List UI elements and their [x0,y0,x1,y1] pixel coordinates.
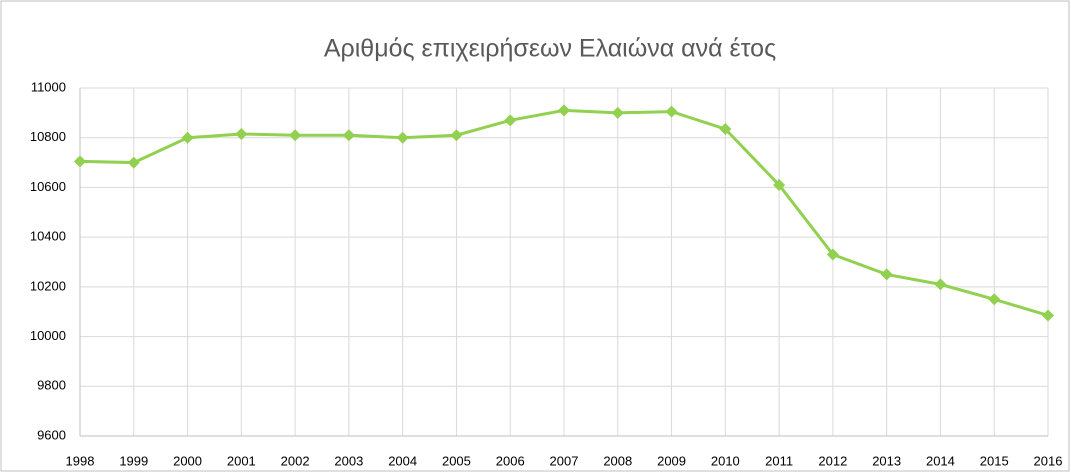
data-point [719,123,732,136]
x-tick-label: 2000 [173,453,202,468]
x-tick-label: 2005 [442,453,471,468]
x-tick-label: 2015 [980,453,1009,468]
x-tick-label: 2001 [227,453,256,468]
data-point [611,106,624,119]
data-point [880,268,893,281]
chart-title: Αριθμός επιχειρήσεων Ελαιώνα ανά έτος [324,35,776,63]
x-tick-label: 2016 [1034,453,1063,468]
data-point [558,104,570,117]
y-tick-label: 10200 [30,278,66,293]
x-tick-label: 2011 [765,453,793,468]
x-tick-label: 2007 [550,453,579,468]
data-point [988,293,1001,306]
data-point [235,127,248,140]
y-tick-label: 10800 [30,129,66,144]
x-tick-label: 1998 [66,453,95,468]
y-tick-label: 10000 [30,328,66,343]
x-tick-label: 2013 [872,453,901,468]
data-point [74,155,86,168]
data-point [1042,309,1054,322]
x-tick-label: 2003 [334,453,363,468]
x-tick-label: 2002 [281,453,310,468]
x-tick-label: 2012 [818,453,847,468]
data-point [450,129,463,142]
x-tick-label: 1999 [119,453,148,468]
y-tick-label: 10400 [30,229,66,244]
y-tick-label: 10600 [30,179,66,194]
x-tick-label: 2006 [496,453,525,468]
y-tick-label: 9600 [37,427,66,442]
x-tick-label: 2010 [711,453,740,468]
data-point [181,131,194,144]
x-tick-label: 2004 [388,453,417,468]
x-tick-label: 2009 [657,453,686,468]
data-point [342,129,355,142]
data-point [127,156,140,169]
x-tick-label: 2014 [926,453,955,468]
data-point [826,248,839,261]
x-tick-label: 2008 [603,453,632,468]
data-point [289,129,302,142]
y-tick-label: 11000 [31,79,66,94]
data-point [934,278,947,291]
data-point [773,178,786,191]
data-point [396,131,409,144]
y-tick-label: 9800 [37,378,66,393]
data-point [504,114,517,127]
data-point [665,105,678,118]
